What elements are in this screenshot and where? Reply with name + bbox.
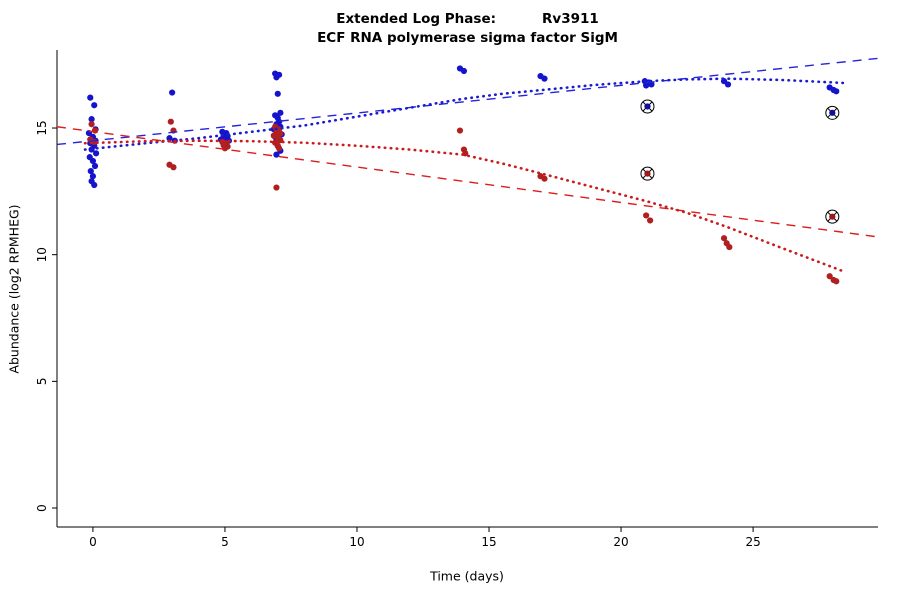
x-tick-label: 5 xyxy=(221,535,229,549)
red-linear-fit xyxy=(56,126,879,238)
y-tick-label: 5 xyxy=(35,378,49,386)
blue-series-point xyxy=(274,90,281,97)
red-series-point xyxy=(833,278,840,285)
blue-series-point xyxy=(643,82,650,89)
chart-title: Extended Log Phase: Rv3911 xyxy=(57,10,878,28)
red-series-point xyxy=(170,164,177,171)
chart-title-gene: Rv3911 xyxy=(542,11,599,27)
outlier-point xyxy=(644,103,651,110)
blue-series-point xyxy=(273,74,280,81)
red-series-point xyxy=(541,175,548,182)
blue-linear-fit xyxy=(56,57,879,146)
blue-series-point xyxy=(87,94,94,101)
outlier-ring xyxy=(640,166,655,181)
blue-series-point xyxy=(87,167,94,175)
blue-series-point xyxy=(91,181,98,189)
red-series-point xyxy=(88,121,95,128)
red-series-point xyxy=(826,273,833,280)
blue-series-point xyxy=(833,88,840,95)
chart-titles: Extended Log Phase: Rv3911 ECF RNA polym… xyxy=(57,10,878,47)
red-loess-fit xyxy=(83,139,845,273)
blue-series-point xyxy=(273,151,280,158)
y-tick-label: 15 xyxy=(35,120,49,135)
blue-series-point xyxy=(91,162,99,170)
blue-series-point xyxy=(92,150,100,157)
red-series-point xyxy=(221,145,229,152)
y-axis-title: Abundance (log2 RPMHEG) xyxy=(6,204,22,374)
outlier-ring xyxy=(640,99,655,114)
red-series-point xyxy=(167,118,174,125)
red-series-point xyxy=(643,212,650,219)
blue-series-point xyxy=(166,135,173,142)
chart-title-text: Extended Log Phase: xyxy=(336,11,496,27)
blue-series-point xyxy=(460,67,468,75)
outlier-point xyxy=(644,170,651,177)
outlier-ring xyxy=(825,105,840,120)
x-tick-label: 0 xyxy=(89,535,97,549)
red-series-point xyxy=(726,243,733,251)
blue-series-point xyxy=(88,116,95,123)
y-tick-label: 0 xyxy=(35,504,49,512)
red-series-point xyxy=(273,184,280,191)
blue-series-point xyxy=(277,109,284,116)
x-tick-label: 10 xyxy=(349,535,364,549)
red-series-point xyxy=(456,127,464,134)
outlier-point xyxy=(829,213,836,220)
x-tick-label: 20 xyxy=(613,535,628,549)
blue-loess-fit xyxy=(83,77,845,151)
blue-series-point xyxy=(541,75,548,82)
outlier-point xyxy=(829,109,836,116)
x-tick-label: 15 xyxy=(481,535,496,549)
red-series-point xyxy=(275,145,283,152)
x-tick-label: 25 xyxy=(745,535,760,549)
blue-series-point xyxy=(724,81,732,88)
x-axis-title: Time (days) xyxy=(430,568,504,584)
red-series-point xyxy=(720,235,728,242)
red-series-point xyxy=(647,217,654,224)
blue-series-point xyxy=(89,173,97,180)
y-tick-label: 10 xyxy=(35,247,49,262)
blue-series-point xyxy=(89,157,97,165)
outlier-ring xyxy=(825,209,840,224)
blue-series-point xyxy=(91,102,98,109)
blue-series-point xyxy=(169,89,176,96)
chart-subtitle: ECF RNA polymerase sigma factor SigM xyxy=(317,30,618,46)
